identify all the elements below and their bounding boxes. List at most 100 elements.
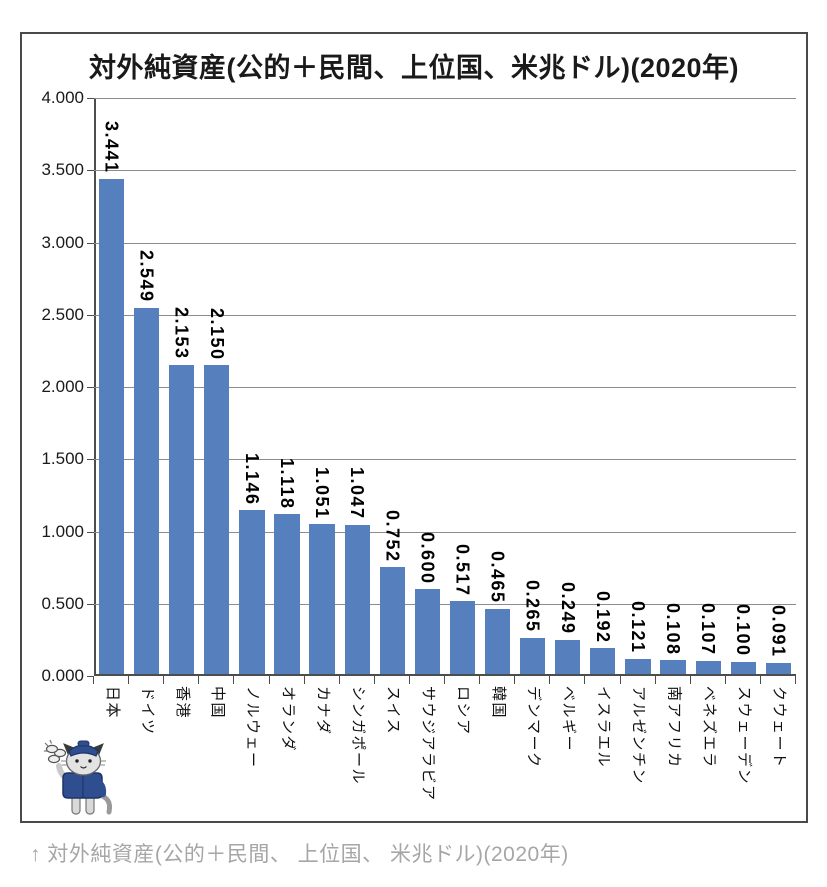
- gridline: [94, 98, 796, 99]
- bar-column: 0.091: [761, 98, 796, 676]
- x-tick: [584, 676, 586, 684]
- x-axis-label: ベネズエラ: [700, 686, 718, 769]
- x-label-cell: ノルウェー: [234, 676, 269, 821]
- y-tick: [87, 531, 94, 533]
- y-tick-label: 1.000: [41, 521, 84, 541]
- x-axis-label: 韓国: [489, 686, 507, 720]
- bar: [204, 365, 230, 676]
- y-tick-label: 4.000: [41, 88, 84, 107]
- y-tick: [87, 603, 94, 605]
- x-label-cell: ロシア: [445, 676, 480, 821]
- bar: [239, 510, 265, 676]
- x-tick: [654, 676, 656, 684]
- x-axis-label: スウェーデン: [735, 686, 753, 786]
- x-axis-label: ベルギー: [560, 686, 578, 753]
- x-axis-label: クウェート: [770, 686, 788, 769]
- y-tick: [87, 387, 94, 388]
- x-axis-label: ドイツ: [138, 686, 156, 736]
- bar: [730, 661, 756, 676]
- bar-value-label: 0.752: [382, 509, 403, 563]
- y-tick-label: 2.500: [41, 304, 84, 324]
- x-label-cell: 中国: [199, 676, 234, 821]
- gridline: [94, 314, 796, 316]
- x-label-cell: シンガポール: [340, 676, 375, 821]
- y-tick: [87, 170, 94, 172]
- y-tick-label: 3.500: [41, 160, 84, 180]
- y-tick-label: 1.500: [41, 449, 84, 469]
- x-label-cell: ドイツ: [129, 676, 164, 821]
- x-axis-label: イスラエル: [595, 686, 613, 769]
- bar-column: 3.441: [94, 98, 129, 676]
- x-label-cell: カナダ: [305, 676, 340, 821]
- x-axis-labels: 日本 ドイツ 香港 中国 ノルウェー オランダ カナダ シンガポール スイス サウジアラビア ロシア…: [94, 676, 796, 821]
- x-axis-label: シンガポール: [349, 686, 367, 786]
- bar-column: 2.150: [199, 98, 234, 676]
- bar-column: 0.249: [550, 98, 585, 676]
- y-tick-label: 3.000: [41, 232, 84, 252]
- x-tick: [233, 676, 235, 684]
- x-tick: [163, 676, 165, 684]
- gridline: [94, 387, 796, 388]
- bar-value-label: 0.091: [768, 605, 789, 658]
- y-tick: [87, 676, 94, 677]
- gridline: [94, 459, 796, 461]
- x-label-cell: デンマーク: [515, 676, 550, 821]
- x-axis-label: オランダ: [279, 686, 297, 753]
- bar: [660, 660, 686, 676]
- x-axis-label: サウジアラビア: [419, 686, 437, 802]
- bar-column: 1.051: [305, 98, 340, 676]
- y-tick-label: 0.000: [41, 666, 84, 685]
- bar-column: 1.047: [340, 98, 375, 676]
- bar-column: 0.100: [726, 98, 761, 676]
- bar-value-label: 2.150: [206, 307, 227, 361]
- bar: [449, 601, 476, 676]
- x-tick: [198, 676, 200, 684]
- bar-column: 0.517: [445, 98, 480, 676]
- chart-frame: 対外純資産(公的＋民間、上位国、米兆ドル)(2020年) 0.000 0.500 1…: [20, 32, 808, 823]
- bar-value-label: 2.549: [136, 250, 157, 303]
- bar: [274, 514, 300, 676]
- bar-value-label: 0.465: [487, 551, 508, 604]
- bar: [169, 364, 195, 676]
- x-axis-label: 香港: [173, 686, 191, 720]
- y-tick: [87, 242, 94, 244]
- bar-column: 0.121: [620, 98, 655, 676]
- bar-value-label: 0.517: [452, 543, 473, 597]
- bar-value-label: 0.121: [627, 600, 648, 654]
- x-tick: [444, 676, 445, 684]
- x-tick: [93, 676, 94, 684]
- cat-mascot-icon: [44, 739, 112, 815]
- x-tick: [268, 676, 270, 684]
- y-tick: [87, 98, 94, 99]
- x-tick: [408, 676, 410, 684]
- x-label-cell: ベネズエラ: [691, 676, 726, 821]
- bar: [765, 662, 791, 676]
- caption: ↑ 対外純資産(公的＋民間、 上位国、 米兆ドル)(2020年): [30, 843, 569, 866]
- bar: [309, 524, 335, 676]
- gridline: [94, 242, 796, 244]
- x-label-cell: 香港: [164, 676, 199, 821]
- x-axis-label: デンマーク: [524, 686, 542, 769]
- bar-value-label: 1.118: [277, 457, 298, 510]
- gridline: [94, 603, 796, 605]
- x-tick: [303, 676, 305, 684]
- x-axis-label: アルゼンチン: [630, 686, 648, 785]
- bar-value-label: 0.265: [522, 580, 543, 633]
- bar-value-label: 2.153: [171, 307, 192, 360]
- chart-title: 対外純資産(公的＋民間、上位国、米兆ドル)(2020年): [88, 53, 740, 83]
- bar-column: 1.118: [269, 98, 304, 676]
- x-label-cell: クウェート: [761, 676, 796, 821]
- x-tick: [128, 676, 130, 684]
- bar-value-label: 1.047: [347, 467, 368, 520]
- x-axis-label: スイス: [384, 686, 402, 736]
- y-tick-label: 2.000: [41, 377, 84, 396]
- bar: [590, 648, 616, 676]
- bar-value-label: 1.146: [241, 452, 262, 506]
- x-label-cell: オランダ: [269, 676, 304, 821]
- bar: [555, 640, 581, 676]
- bar: [379, 567, 405, 676]
- bar-value-label: 0.192: [592, 590, 613, 644]
- bar: [98, 178, 125, 676]
- bar-column: 0.265: [515, 98, 550, 676]
